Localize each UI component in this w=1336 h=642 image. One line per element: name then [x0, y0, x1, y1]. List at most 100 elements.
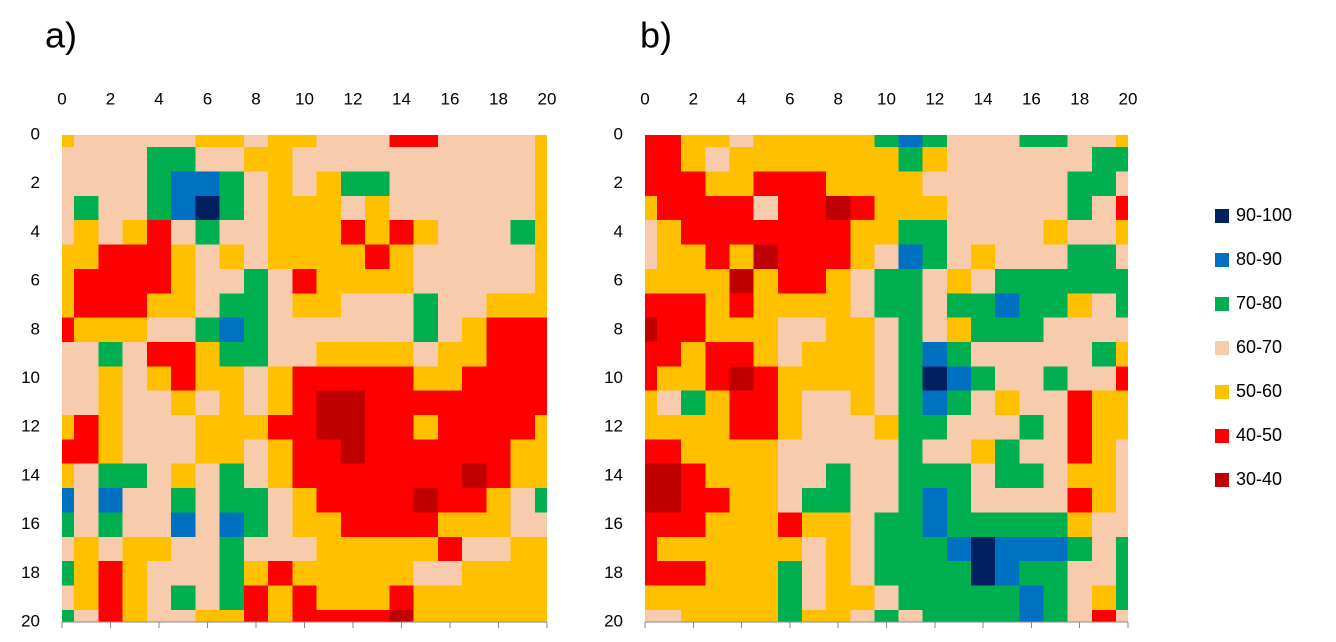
contour-cell [1115, 561, 1128, 587]
contour-cell [98, 512, 124, 538]
contour-cell [1043, 488, 1069, 514]
contour-cell [1091, 609, 1117, 622]
contour-cell [645, 488, 659, 514]
contour-cell [316, 317, 342, 343]
contour-cell [219, 171, 245, 197]
contour-cell [146, 609, 173, 622]
contour-cell [365, 220, 391, 246]
contour-cell [365, 244, 391, 270]
legend-label: 60-70 [1236, 337, 1282, 357]
contour-cell [826, 293, 852, 319]
contour-cell [171, 415, 197, 441]
contour-cell [874, 244, 900, 270]
contour-cell [874, 171, 900, 197]
contour-cell [777, 268, 803, 295]
contour-cell [486, 135, 512, 149]
contour-cell [1091, 293, 1117, 319]
contour-cell [74, 171, 100, 197]
contour-cell [389, 561, 415, 587]
contour-cell [681, 439, 707, 465]
x-tick-label: 12 [344, 89, 363, 108]
contour-cell [826, 512, 852, 538]
contour-cell [437, 268, 464, 295]
contour-cell [510, 439, 536, 465]
contour-cell [995, 147, 1021, 173]
contour-cell [1067, 293, 1093, 319]
contour-cell [243, 585, 270, 611]
contour-cell [98, 366, 124, 392]
contour-cell [365, 463, 391, 490]
y-tick-label: 0 [614, 124, 623, 143]
contour-cell [705, 244, 731, 270]
contour-cell [74, 439, 100, 465]
contour-cell [62, 366, 76, 392]
contour-cell [801, 585, 828, 611]
contour-cell [462, 171, 488, 197]
contour-cell [681, 561, 707, 587]
contour-cell [753, 561, 779, 587]
contour-cell [98, 463, 124, 490]
contour-cell [1091, 268, 1117, 295]
contour-cell [74, 366, 100, 392]
contour-cell [1019, 293, 1045, 319]
contour-cell [98, 244, 124, 270]
contour-cell [462, 341, 488, 368]
contour-cell [462, 195, 488, 222]
contour-cell [195, 135, 221, 149]
contour-cell [389, 390, 415, 417]
contour-cell [898, 147, 924, 173]
contour-cell [365, 195, 391, 222]
contour-cell [510, 341, 536, 368]
contour-cell [753, 390, 779, 417]
contour-cell [98, 585, 124, 611]
contour-cell [729, 561, 755, 587]
contour-cell [340, 609, 367, 622]
contour-cell [681, 171, 707, 197]
contour-cell [316, 609, 342, 622]
contour-cell [922, 488, 948, 514]
contour-cell [510, 585, 536, 611]
contour-cell [340, 220, 367, 246]
contour-cell [922, 171, 948, 197]
contour-cell [705, 488, 731, 514]
contour-cell [657, 585, 683, 611]
contour-cell [486, 220, 512, 246]
contour-cell [729, 220, 755, 246]
contour-cell [971, 366, 997, 392]
contour-cell [826, 171, 852, 197]
contour-cell [1019, 536, 1045, 563]
contour-cell [316, 135, 342, 149]
contour-cell [534, 268, 547, 295]
contour-cell [705, 390, 731, 417]
contour-cell [1115, 439, 1128, 465]
contour-cell [801, 220, 828, 246]
contour-cell [1043, 390, 1069, 417]
contour-cell [850, 585, 876, 611]
contour-cell [146, 439, 173, 465]
contour-cell [268, 317, 294, 343]
contour-cell [729, 415, 755, 441]
contour-cell [645, 439, 659, 465]
contour-cell [971, 463, 997, 490]
contour-cell [657, 390, 683, 417]
contour-cell [171, 195, 197, 222]
contour-cell [340, 341, 367, 368]
contour-cell [971, 439, 997, 465]
contour-cell [462, 585, 488, 611]
contour-cell [995, 366, 1021, 392]
contour-cell [462, 366, 488, 392]
x-tick-label: 8 [251, 89, 260, 108]
contour-cell [681, 415, 707, 441]
contour-cell [219, 390, 245, 417]
contour-cell [219, 147, 245, 173]
x-tick-label: 4 [154, 89, 163, 108]
contour-cell [657, 341, 683, 368]
contour-cell [898, 390, 924, 417]
contour-cell [946, 244, 973, 270]
y-tick-label: 12 [21, 417, 40, 436]
contour-cell [898, 488, 924, 514]
contour-cell [243, 220, 270, 246]
contour-cell [62, 171, 76, 197]
contour-cell [1043, 147, 1069, 173]
contour-cell [316, 439, 342, 465]
